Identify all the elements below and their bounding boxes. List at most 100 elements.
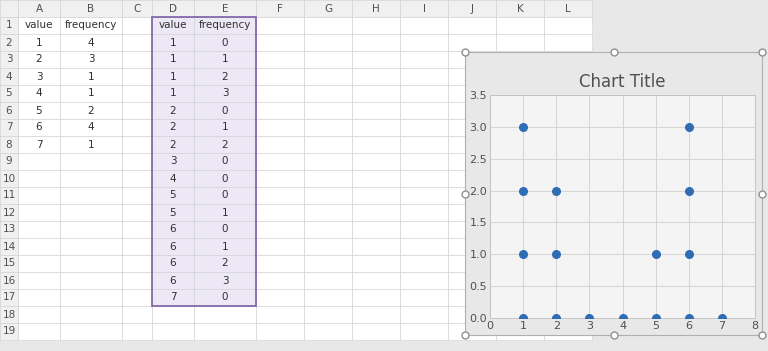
Bar: [0, 102, 18, 119]
Bar: [18, 68, 60, 85]
Bar: [194, 0, 256, 17]
Bar: [448, 238, 496, 255]
Bar: [152, 68, 194, 85]
Bar: [122, 136, 152, 153]
Bar: [194, 102, 256, 119]
Bar: [496, 85, 544, 102]
Point: [517, 315, 529, 321]
Text: 6: 6: [170, 258, 177, 269]
Point: [517, 251, 529, 257]
Text: 1: 1: [170, 88, 177, 99]
Bar: [152, 51, 194, 68]
Bar: [496, 102, 544, 119]
Bar: [448, 136, 496, 153]
Bar: [400, 306, 448, 323]
Bar: [194, 170, 256, 187]
Bar: [496, 306, 544, 323]
Bar: [304, 17, 352, 34]
Bar: [496, 68, 544, 85]
Bar: [256, 255, 304, 272]
Bar: [304, 153, 352, 170]
Bar: [194, 153, 256, 170]
Bar: [194, 34, 256, 51]
Bar: [304, 306, 352, 323]
Bar: [194, 51, 256, 68]
Bar: [544, 272, 592, 289]
Bar: [256, 204, 304, 221]
Bar: [122, 119, 152, 136]
Bar: [194, 255, 256, 272]
Text: 0: 0: [222, 157, 228, 166]
Bar: [544, 170, 592, 187]
Bar: [304, 272, 352, 289]
Text: 12: 12: [2, 207, 15, 218]
Text: 4: 4: [5, 72, 12, 81]
Text: I: I: [422, 4, 425, 13]
Bar: [544, 221, 592, 238]
Bar: [544, 289, 592, 306]
Text: 3: 3: [35, 72, 42, 81]
Bar: [18, 0, 60, 17]
Text: 3: 3: [88, 54, 94, 65]
Bar: [256, 289, 304, 306]
Text: 2: 2: [222, 258, 228, 269]
Bar: [448, 306, 496, 323]
Point: [517, 188, 529, 193]
Text: 15: 15: [2, 258, 15, 269]
Text: value: value: [25, 20, 53, 31]
Bar: [122, 102, 152, 119]
Bar: [60, 136, 122, 153]
Bar: [0, 34, 18, 51]
Bar: [544, 0, 592, 17]
Bar: [304, 187, 352, 204]
Bar: [496, 0, 544, 17]
Bar: [304, 34, 352, 51]
Text: 2: 2: [35, 54, 42, 65]
Bar: [0, 255, 18, 272]
Bar: [0, 170, 18, 187]
Bar: [352, 289, 400, 306]
Bar: [194, 119, 256, 136]
Text: 2: 2: [222, 72, 228, 81]
Bar: [448, 221, 496, 238]
Bar: [352, 204, 400, 221]
Text: 0: 0: [222, 225, 228, 234]
Bar: [304, 85, 352, 102]
Bar: [122, 204, 152, 221]
Bar: [400, 238, 448, 255]
Point: [683, 124, 695, 130]
Bar: [496, 272, 544, 289]
Bar: [152, 187, 194, 204]
Bar: [256, 170, 304, 187]
Bar: [448, 68, 496, 85]
Text: L: L: [565, 4, 571, 13]
Bar: [18, 221, 60, 238]
Bar: [352, 34, 400, 51]
Text: E: E: [222, 4, 228, 13]
Bar: [152, 204, 194, 221]
Bar: [194, 85, 256, 102]
Bar: [544, 51, 592, 68]
Bar: [60, 153, 122, 170]
Bar: [60, 170, 122, 187]
Bar: [60, 0, 122, 17]
Bar: [256, 85, 304, 102]
Bar: [0, 17, 18, 34]
Bar: [400, 102, 448, 119]
Text: 1: 1: [170, 38, 177, 47]
Bar: [18, 17, 60, 34]
Bar: [544, 102, 592, 119]
Bar: [352, 68, 400, 85]
Bar: [448, 272, 496, 289]
Bar: [256, 17, 304, 34]
Bar: [122, 272, 152, 289]
Bar: [256, 238, 304, 255]
Bar: [60, 255, 122, 272]
Bar: [0, 272, 18, 289]
Bar: [18, 119, 60, 136]
Bar: [152, 153, 194, 170]
Bar: [0, 119, 18, 136]
Bar: [194, 204, 256, 221]
Bar: [0, 323, 18, 340]
Text: B: B: [88, 4, 94, 13]
